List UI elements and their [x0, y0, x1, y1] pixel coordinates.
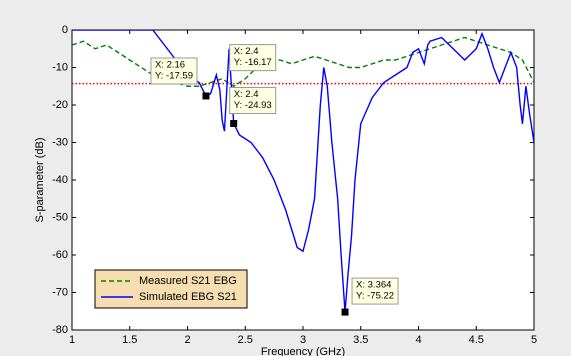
data-tip-marker	[202, 92, 210, 100]
data-tip-text: Y: -17.59	[155, 70, 193, 81]
data-tip-box	[150, 57, 198, 85]
y-tick-label: -60	[52, 249, 68, 261]
y-tick-label: -20	[52, 99, 68, 111]
x-tick-label: 3	[300, 334, 306, 346]
y-tick-label: -50	[52, 211, 68, 223]
y-tick-label: -40	[52, 174, 68, 186]
data-tip-text: X: 3.364	[356, 280, 391, 291]
y-tick-label: 0	[62, 24, 68, 36]
data-tip-text: X: 2.16	[155, 59, 185, 70]
data-tip: X: 2.4Y: -24.93	[229, 86, 277, 114]
y-axis-label: S-parameter (dB)	[34, 138, 46, 223]
legend-box	[94, 269, 248, 309]
y-tick-label: -70	[52, 286, 68, 298]
data-tip-text: X: 2.4	[234, 89, 259, 100]
data-tip-text: Y: -16.17	[234, 57, 272, 68]
x-tick-label: 2.5	[238, 334, 253, 346]
data-tip-marker	[230, 119, 238, 127]
series-line	[72, 30, 534, 313]
x-tick-label: 5	[531, 334, 537, 346]
y-tick-label: -80	[52, 324, 68, 336]
y-tick-label: -30	[52, 136, 68, 148]
x-tick-label: 1.5	[122, 334, 137, 346]
x-tick-label: 2	[184, 334, 190, 346]
data-tip: X: 2.4Y: -16.17	[229, 44, 277, 72]
data-tip-box	[351, 277, 399, 305]
data-tip-box	[229, 86, 277, 114]
x-tick-label: 1	[69, 334, 75, 346]
x-tick-label: 4	[415, 334, 421, 346]
data-tip-box	[229, 44, 277, 72]
legend-label: Measured S21 EBG	[139, 275, 237, 287]
series-line	[72, 36, 534, 88]
data-tip-marker	[341, 308, 349, 316]
x-tick-label: 3.5	[353, 334, 368, 346]
data-tip: X: 2.16Y: -17.59	[150, 57, 198, 85]
y-tick-label: -10	[52, 61, 68, 73]
legend-label: Simulated EBG S21	[139, 291, 237, 303]
data-tip-text: Y: -24.93	[234, 100, 272, 111]
x-axis-label: Frequency (GHz)	[261, 346, 345, 356]
data-tip-text: X: 2.4	[234, 46, 259, 57]
x-tick-label: 4.5	[469, 334, 484, 346]
data-tip-text: Y: -75.22	[356, 291, 394, 302]
